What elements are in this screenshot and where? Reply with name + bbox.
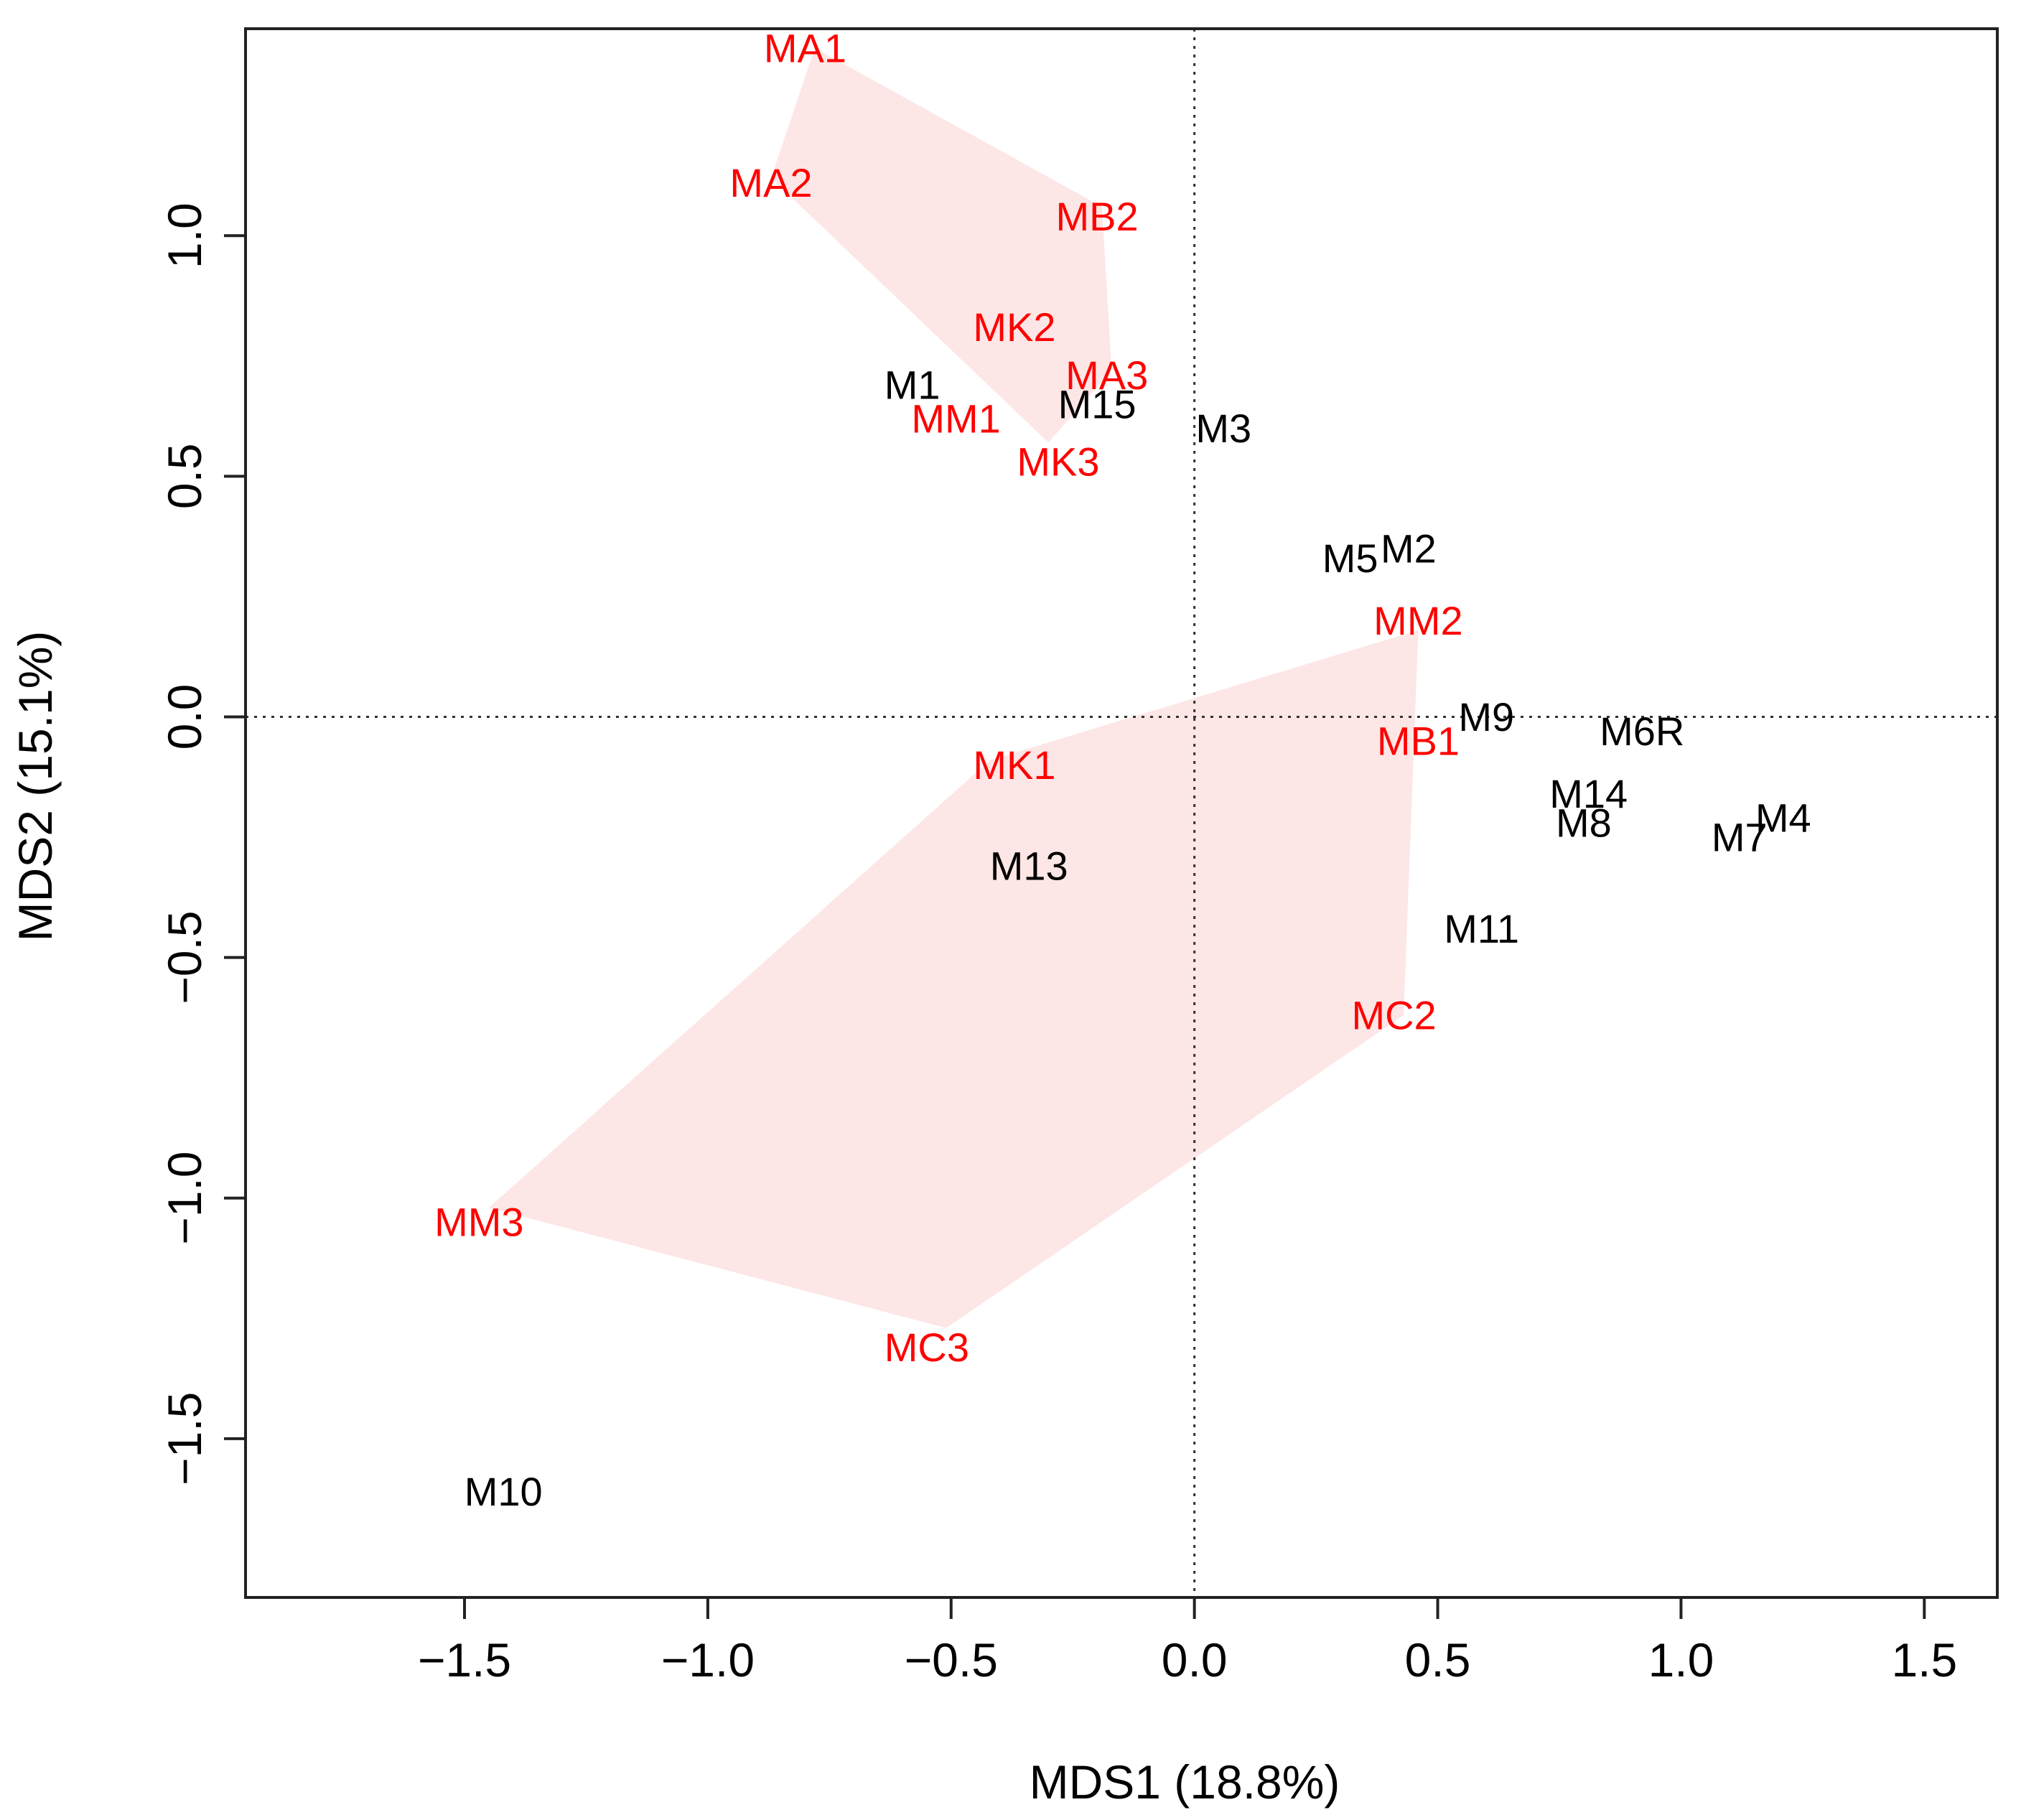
point-label-m10: M10 (465, 1469, 543, 1514)
point-label-mc3: MC3 (885, 1325, 969, 1370)
y-tick-label: 0.0 (158, 684, 211, 750)
point-label-mc2: MC2 (1351, 993, 1436, 1038)
y-tick-label: 0.5 (158, 443, 211, 509)
point-label-mb2: MB2 (1056, 194, 1139, 239)
hull-lower (488, 630, 1419, 1328)
point-label-mm1: MM1 (911, 396, 1000, 441)
point-label-ma2: MA2 (729, 160, 812, 205)
point-label-m2: M2 (1381, 526, 1437, 571)
x-tick-label: −1.5 (418, 1633, 511, 1686)
x-axis-title: MDS1 (18.8%) (1030, 1755, 1340, 1809)
x-tick-label: −0.5 (905, 1633, 998, 1686)
x-tick-label: 0.0 (1162, 1633, 1228, 1686)
x-axis: −1.5 −1.0 −0.5 0.0 0.5 1.0 1.5 (418, 1596, 1957, 1686)
y-tick-label: −1.5 (158, 1392, 211, 1485)
point-label-ma3: MA3 (1065, 353, 1148, 398)
y-axis: −1.5 −1.0 −0.5 0.0 0.5 1.0 (158, 202, 247, 1485)
point-label-m13: M13 (990, 844, 1068, 889)
point-label-mm3: MM3 (434, 1200, 523, 1245)
point-label-m1: M1 (885, 363, 941, 408)
point-label-m4: M4 (1755, 795, 1811, 841)
y-tick-label: −0.5 (158, 910, 211, 1004)
x-tick-label: 1.0 (1648, 1633, 1714, 1686)
hull-upper (771, 47, 1112, 443)
y-axis-title: MDS2 (15.1%) (9, 631, 62, 942)
reference-lines (246, 29, 1997, 1597)
x-tick-label: 1.5 (1891, 1633, 1957, 1686)
point-label-m7: M7 (1712, 815, 1768, 860)
point-label-m11: M11 (1444, 906, 1519, 951)
point-label-m14: M14 (1549, 771, 1628, 816)
point-label-m3: M3 (1195, 406, 1251, 451)
point-label-m8: M8 (1556, 800, 1612, 845)
point-label-mb1: MB1 (1377, 719, 1460, 764)
point-label-mk1: MK1 (973, 742, 1055, 788)
point-label-mk2: MK2 (973, 304, 1055, 350)
point-label-mm2: MM2 (1373, 598, 1462, 643)
y-tick-label: 1.0 (158, 202, 211, 269)
point-label-m9: M9 (1458, 694, 1514, 739)
point-label-m15: M15 (1058, 381, 1136, 426)
convex-hulls (488, 47, 1419, 1328)
x-tick-label: 0.5 (1405, 1633, 1471, 1686)
point-label-m6r: M6R (1600, 709, 1684, 754)
x-tick-label: −1.0 (661, 1633, 755, 1686)
y-tick-label: −1.0 (158, 1152, 211, 1245)
point-label-m5: M5 (1322, 536, 1378, 581)
point-label-ma1: MA1 (764, 25, 846, 70)
point-label-mk3: MK3 (1017, 439, 1099, 485)
